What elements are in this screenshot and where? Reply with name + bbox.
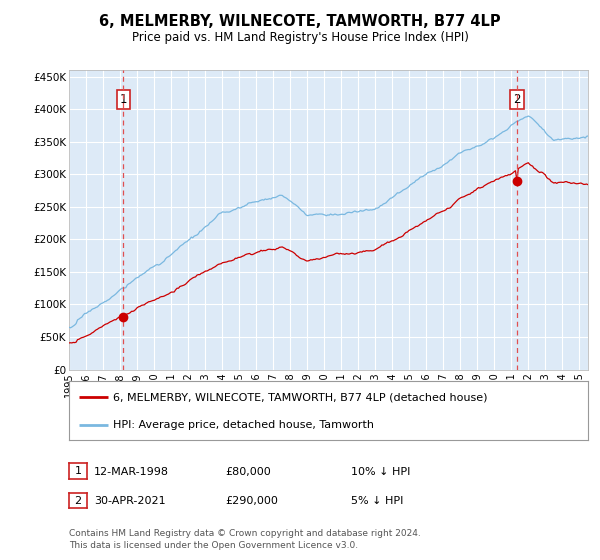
Text: HPI: Average price, detached house, Tamworth: HPI: Average price, detached house, Tamw…: [113, 420, 374, 430]
Text: 5% ↓ HPI: 5% ↓ HPI: [351, 496, 403, 506]
Text: 6, MELMERBY, WILNECOTE, TAMWORTH, B77 4LP: 6, MELMERBY, WILNECOTE, TAMWORTH, B77 4L…: [99, 14, 501, 29]
Text: 30-APR-2021: 30-APR-2021: [94, 496, 166, 506]
Text: £290,000: £290,000: [225, 496, 278, 506]
Text: £80,000: £80,000: [225, 466, 271, 477]
Text: 1: 1: [74, 466, 82, 476]
Text: 2: 2: [513, 93, 521, 106]
Text: 10% ↓ HPI: 10% ↓ HPI: [351, 466, 410, 477]
Text: 1: 1: [119, 93, 127, 106]
Text: 2: 2: [74, 496, 82, 506]
Text: 12-MAR-1998: 12-MAR-1998: [94, 466, 169, 477]
Text: Contains HM Land Registry data © Crown copyright and database right 2024.
This d: Contains HM Land Registry data © Crown c…: [69, 529, 421, 550]
Text: Price paid vs. HM Land Registry's House Price Index (HPI): Price paid vs. HM Land Registry's House …: [131, 31, 469, 44]
Text: 6, MELMERBY, WILNECOTE, TAMWORTH, B77 4LP (detached house): 6, MELMERBY, WILNECOTE, TAMWORTH, B77 4L…: [113, 392, 488, 402]
